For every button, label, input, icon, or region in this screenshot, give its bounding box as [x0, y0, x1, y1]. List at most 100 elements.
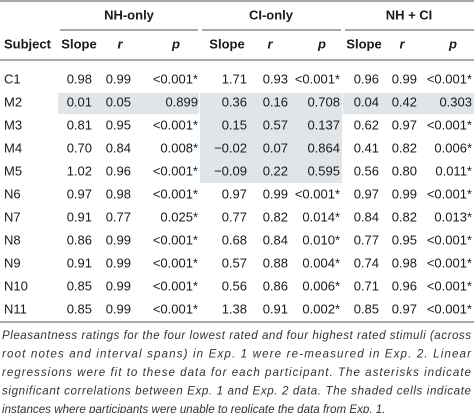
value-cell: 0.025* [160, 209, 198, 224]
subject-cell: M2 [4, 94, 22, 109]
value-cell: 0.77 [222, 209, 247, 224]
value-cell: 0.77 [354, 232, 379, 247]
value-cell: 0.77 [106, 209, 131, 224]
column-header: Slope [346, 36, 381, 51]
value-cell: 0.99 [106, 278, 131, 293]
value-cell: <0.001* [153, 301, 198, 316]
value-cell: <0.001* [427, 278, 472, 293]
value-cell: 0.56 [354, 163, 379, 178]
value-cell: 0.011* [435, 163, 472, 178]
value-cell: 0.70 [67, 140, 92, 155]
value-cell: 0.303 [439, 94, 472, 109]
value-cell: 0.002* [302, 301, 340, 316]
value-cell: 0.07 [263, 140, 288, 155]
value-cell: <0.001* [427, 71, 472, 86]
value-cell: <0.001* [153, 278, 198, 293]
value-cell: −0.02 [214, 140, 247, 155]
value-cell: <0.001* [427, 186, 472, 201]
value-cell: 0.98 [106, 186, 131, 201]
caption-line: regressions were fit to these data for e… [2, 366, 472, 379]
value-cell: 0.41 [354, 140, 379, 155]
column-header: Slope [61, 36, 96, 51]
subject-cell: N9 [4, 255, 21, 270]
value-cell: <0.001* [153, 186, 198, 201]
value-cell: 0.05 [106, 94, 131, 109]
caption-line: root notes and interval spans) in Exp. 1… [2, 348, 472, 361]
column-header: p [171, 36, 180, 51]
value-cell: 0.93 [263, 71, 288, 86]
value-cell: 0.84 [263, 232, 288, 247]
value-cell: <0.001* [427, 117, 472, 132]
value-cell: 0.57 [222, 255, 247, 270]
value-cell: <0.001* [427, 255, 472, 270]
value-cell: <0.001* [153, 255, 198, 270]
value-cell: 1.71 [222, 71, 247, 86]
value-cell: 0.97 [392, 117, 417, 132]
value-cell: 0.014* [302, 209, 340, 224]
subject-cell: M5 [4, 163, 22, 178]
group-header: NH-only [104, 7, 155, 22]
value-cell: 1.02 [67, 163, 92, 178]
value-cell: 0.99 [106, 232, 131, 247]
subject-cell: N11 [4, 301, 27, 316]
value-cell: 0.68 [222, 232, 247, 247]
value-cell: 1.38 [222, 301, 247, 316]
value-cell: 0.85 [67, 278, 92, 293]
value-cell: 0.99 [263, 186, 288, 201]
value-cell: 0.708 [307, 94, 340, 109]
value-cell: 0.04 [354, 94, 379, 109]
value-cell: 0.86 [263, 278, 288, 293]
value-cell: 0.85 [67, 301, 92, 316]
value-cell: <0.001* [427, 232, 472, 247]
value-cell: 0.99 [106, 71, 131, 86]
value-cell: −0.09 [214, 163, 247, 178]
column-header: p [448, 36, 457, 51]
value-cell: 0.36 [222, 94, 247, 109]
subject-cell: N8 [4, 232, 21, 247]
subject-cell: N7 [4, 209, 21, 224]
value-cell: <0.001* [153, 232, 198, 247]
column-header: p [317, 36, 326, 51]
column-header: r [267, 36, 273, 51]
value-cell: 0.85 [354, 301, 379, 316]
value-cell: 0.88 [263, 255, 288, 270]
value-cell: 0.62 [354, 117, 379, 132]
value-cell: 0.82 [263, 209, 288, 224]
value-cell: 0.84 [354, 209, 379, 224]
value-cell: 0.137 [307, 117, 340, 132]
value-cell: 0.99 [106, 255, 131, 270]
group-header: NH + CI [386, 7, 433, 22]
shaded-cell [58, 93, 199, 114]
subject-cell: C1 [4, 71, 21, 86]
value-cell: 0.82 [392, 140, 417, 155]
group-header: CI-only [249, 7, 294, 22]
value-cell: 0.899 [165, 94, 198, 109]
value-cell: 0.74 [354, 255, 379, 270]
value-cell: 0.99 [392, 186, 417, 201]
value-cell: 0.97 [222, 186, 247, 201]
value-cell: 0.595 [307, 163, 340, 178]
shaded-cell [200, 93, 342, 183]
value-cell: 0.97 [354, 186, 379, 201]
value-cell: 0.81 [67, 117, 92, 132]
value-cell: 0.008* [160, 140, 198, 155]
value-cell: 0.16 [263, 94, 288, 109]
value-cell: 0.96 [106, 163, 131, 178]
value-cell: 0.86 [67, 232, 92, 247]
subject-cell: M3 [4, 117, 22, 132]
value-cell: 0.99 [392, 71, 417, 86]
value-cell: 0.82 [392, 209, 417, 224]
value-cell: 0.013* [434, 209, 472, 224]
caption-line: instances where participants were unable… [2, 403, 385, 413]
value-cell: 0.97 [67, 186, 92, 201]
value-cell: 0.91 [67, 255, 92, 270]
subject-cell: N10 [4, 278, 28, 293]
subject-cell: M4 [4, 140, 22, 155]
value-cell: 0.004* [302, 255, 340, 270]
value-cell: 0.98 [392, 255, 417, 270]
value-cell: 0.22 [263, 163, 288, 178]
value-cell: 0.006* [434, 140, 472, 155]
caption-line: Pleasantness ratings for the four lowest… [2, 329, 471, 342]
value-cell: 0.95 [106, 117, 131, 132]
